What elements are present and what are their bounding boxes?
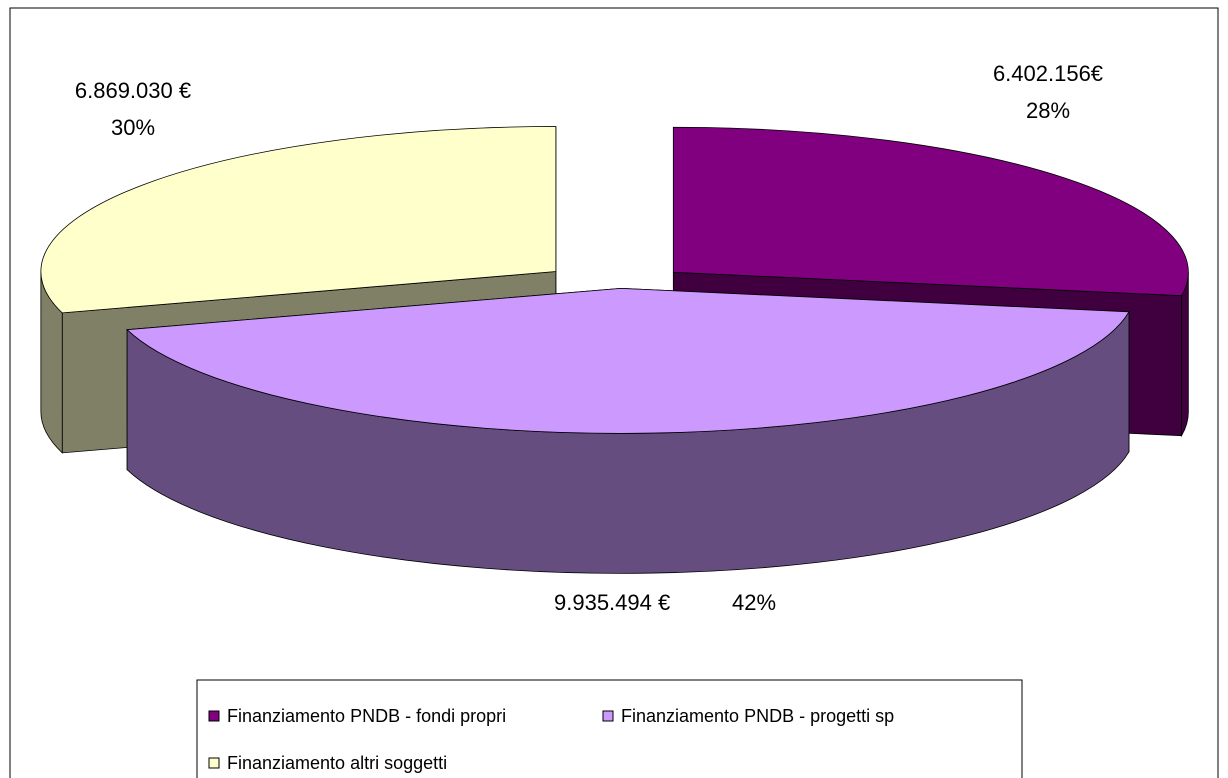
- slice: [672, 126, 1189, 297]
- legend-swatch: [208, 757, 220, 769]
- legend-swatch: [602, 710, 614, 722]
- legend-label: Finanziamento PNDB - progetti sp: [621, 706, 894, 726]
- legend-swatch: [208, 710, 220, 722]
- legend-label: Finanziamento PNDB - fondi propri: [227, 706, 506, 726]
- pie: [40, 126, 1189, 574]
- legend-box: [196, 679, 1023, 778]
- percent-label: 42%: [732, 590, 776, 615]
- slice: [40, 126, 557, 314]
- legend-clip: Finanziamento PNDB - progetti sp: [621, 706, 894, 726]
- legend: Finanziamento PNDB - fondi propri Finanz…: [208, 706, 894, 773]
- legend-label: Finanziamento altri soggetti: [227, 753, 447, 773]
- percent-label: 28%: [1026, 98, 1070, 123]
- value-label: 9.935.494 €: [554, 590, 670, 615]
- slice: [126, 287, 1130, 434]
- value-label: 6.402.156€: [993, 61, 1103, 86]
- percent-label: 30%: [111, 115, 155, 140]
- value-label: 6.869.030 €: [75, 78, 191, 103]
- slice-side: [1181, 272, 1189, 438]
